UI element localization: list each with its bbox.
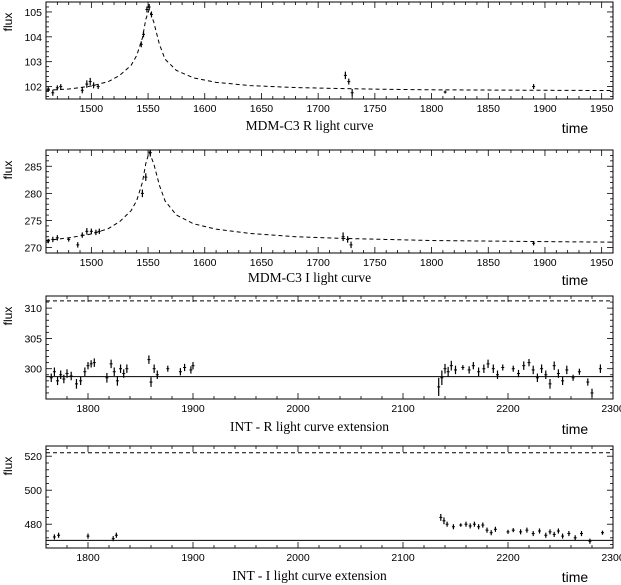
y-tick-label: 103 [24, 57, 42, 69]
y-tick-label: 105 [24, 7, 42, 19]
x-tick-label: 1650 [250, 103, 274, 115]
x-axis-label: time [562, 569, 589, 585]
x-tick-label: 1850 [477, 103, 501, 115]
x-tick-label: 1900 [181, 403, 205, 415]
x-axis-label: time [562, 120, 589, 136]
y-tick-label: 310 [24, 303, 42, 315]
y-tick-label: 270 [24, 243, 42, 255]
x-tick-label: 1800 [76, 403, 100, 415]
x-tick-label: 1900 [181, 552, 205, 564]
y-tick-label: 104 [24, 32, 42, 44]
y-axis-label: flux [1, 161, 15, 180]
x-axis-label: time [562, 272, 589, 288]
x-tick-label: 1550 [136, 257, 160, 269]
x-tick-label: 1700 [306, 103, 330, 115]
panel-title: INT - I light curve extension [232, 568, 387, 583]
y-tick-label: 102 [24, 82, 42, 94]
x-tick-label: 1700 [306, 257, 330, 269]
data-layer [46, 452, 613, 544]
y-tick-label: 275 [24, 215, 42, 227]
x-tick-label: 2200 [496, 552, 520, 564]
y-tick-label: 300 [24, 364, 42, 376]
y-axis-label: flux [1, 457, 15, 476]
x-tick-label: 1500 [80, 257, 104, 269]
x-tick-label: 1600 [193, 257, 217, 269]
panel-4: 1800 1900 2000 2100 2200 2300 480 500 520 flux tim… [1, 445, 621, 585]
plot-frame [45, 1, 614, 100]
y-tick-label: 285 [24, 161, 42, 173]
y-axis-label: flux [1, 13, 15, 32]
x-tick-label: 2300 [601, 552, 621, 564]
model-curve [46, 7, 613, 92]
x-tick-label: 2100 [391, 552, 415, 564]
x-tick-label: 1900 [533, 103, 557, 115]
y-tick-label: 520 [24, 451, 42, 463]
x-tick-label: 1950 [590, 103, 614, 115]
y-tick-label: 280 [24, 188, 42, 200]
panel-3: 1800 1900 2000 2100 2200 2300 300 305 310 flux tim… [1, 295, 621, 437]
plot-frame [45, 295, 614, 400]
panel-1: 1500 1550 1600 1650 1700 1750 1800 1850 1900 1950… [1, 1, 614, 136]
panel-title: INT - R light curve extension [230, 419, 389, 434]
x-tick-label: 1900 [533, 257, 557, 269]
x-tick-label: 1750 [363, 103, 387, 115]
y-tick-label: 500 [24, 485, 42, 497]
x-tick-label: 1650 [250, 257, 274, 269]
plot-frame [45, 445, 614, 549]
x-tick-label: 2000 [286, 403, 310, 415]
x-tick-label: 1550 [136, 103, 160, 115]
data-layer [46, 3, 613, 97]
x-tick-label: 1800 [420, 257, 444, 269]
data-layer [46, 300, 613, 398]
x-tick-label: 1800 [420, 103, 444, 115]
x-axis-label: time [562, 421, 589, 437]
x-tick-label: 1800 [76, 552, 100, 564]
y-tick-label: 305 [24, 333, 42, 345]
y-axis-label: flux [1, 307, 15, 326]
x-tick-label: 1600 [193, 103, 217, 115]
x-tick-label: 2100 [391, 403, 415, 415]
x-tick-label: 1500 [80, 103, 104, 115]
data-layer [46, 150, 613, 249]
x-tick-label: 2000 [286, 552, 310, 564]
x-tick-label: 2200 [496, 403, 520, 415]
x-tick-label: 1750 [363, 257, 387, 269]
x-tick-label: 1850 [477, 257, 501, 269]
x-tick-label: 2300 [601, 403, 621, 415]
panel-2: 1500 1550 1600 1650 1700 1750 1800 1850 1900 1950… [1, 149, 614, 288]
x-tick-label: 1950 [590, 257, 614, 269]
panel-title: MDM-C3 I light curve [248, 270, 371, 285]
model-curve [46, 150, 613, 243]
panel-title: MDM-C3 R light curve [246, 118, 374, 133]
y-tick-label: 480 [24, 519, 42, 531]
